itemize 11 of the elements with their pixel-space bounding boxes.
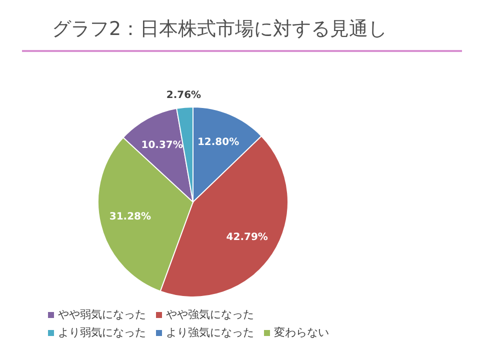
legend-label: より強気になった <box>166 326 254 339</box>
legend-label: より弱気になった <box>58 326 146 339</box>
chart-title: グラフ2：日本株式市場に対する見通し <box>52 17 388 42</box>
data-label: 31.28% <box>109 212 152 223</box>
legend-label: やや強気になった <box>166 308 254 321</box>
data-label: 42.79% <box>226 232 268 243</box>
data-label: 10.37% <box>141 140 183 151</box>
legend-label: 変わらない <box>274 326 329 339</box>
data-label: 12.80% <box>197 137 240 148</box>
data-label: 2.76% <box>166 90 202 101</box>
legend-label: やや弱気になった <box>58 308 146 321</box>
